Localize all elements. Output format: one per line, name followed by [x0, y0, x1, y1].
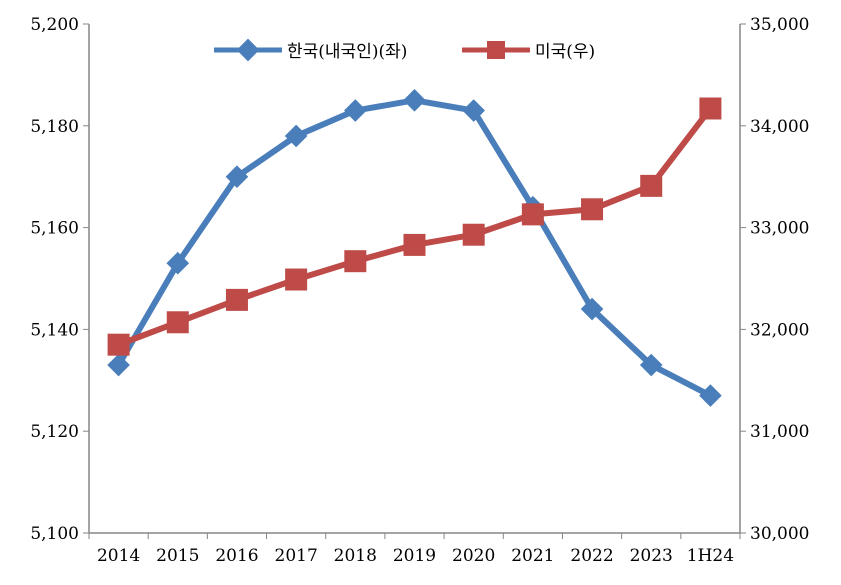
right-tick-label: 31,000	[750, 422, 809, 442]
x-tick-label: 2021	[511, 546, 554, 566]
legend-marker-diamond-icon	[236, 38, 260, 62]
data-point-diamond	[344, 99, 367, 122]
legend: 한국(내국인)(좌) 미국(우)	[214, 38, 595, 62]
left-tick-label: 5,100	[30, 524, 79, 544]
x-tick-label: 1H24	[687, 546, 734, 566]
data-point-square	[107, 333, 130, 356]
left-tick-label: 5,180	[30, 117, 79, 137]
data-point-square	[166, 311, 189, 334]
legend-label-korea: 한국(내국인)(좌)	[287, 42, 407, 62]
x-tick-label: 2023	[630, 546, 673, 566]
x-tick-label: 2015	[156, 546, 199, 566]
data-point-diamond	[580, 297, 604, 321]
legend-label-us: 미국(우)	[535, 42, 595, 62]
series-line-1	[117, 106, 713, 348]
data-point-square	[403, 233, 426, 256]
data-point-diamond	[699, 384, 722, 407]
data-point-square	[581, 198, 604, 221]
x-tick-label: 2022	[570, 546, 613, 566]
x-tick-label: 2019	[393, 546, 436, 566]
data-point-diamond	[166, 251, 190, 275]
x-tick-label: 2020	[452, 546, 495, 566]
x-tick-label: 2016	[215, 546, 258, 566]
data-point-square	[344, 250, 367, 273]
data-point-square	[225, 288, 248, 311]
x-tick-label: 2017	[275, 546, 318, 566]
left-tick-label: 5,120	[30, 422, 79, 442]
x-tick-label: 2014	[97, 546, 140, 566]
right-tick-label: 34,000	[750, 117, 809, 137]
data-point-diamond	[639, 353, 663, 377]
data-point-square	[521, 203, 544, 226]
legend-marker-square-icon	[487, 41, 505, 59]
right-tick-label: 32,000	[750, 320, 809, 340]
left-tick-label: 5,160	[30, 219, 79, 239]
data-point-square	[462, 223, 485, 246]
data-point-diamond	[462, 99, 485, 122]
left-tick-label: 5,200	[30, 15, 79, 35]
data-point-diamond	[403, 89, 426, 112]
left-tick-label: 5,140	[30, 320, 79, 340]
x-tick-label: 2018	[334, 546, 377, 566]
right-tick-label: 35,000	[750, 15, 809, 35]
data-point-square	[285, 268, 308, 291]
data-point-square	[699, 97, 722, 120]
data-point-square	[640, 174, 663, 197]
right-tick-label: 33,000	[750, 219, 809, 239]
right-tick-label: 30,000	[750, 524, 809, 544]
data-point-diamond	[107, 353, 130, 377]
